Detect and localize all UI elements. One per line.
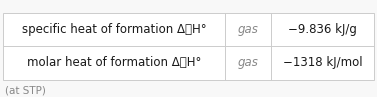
Text: specific heat of formation Δ₟H°: specific heat of formation Δ₟H° bbox=[22, 23, 207, 36]
Text: −9.836 kJ/g: −9.836 kJ/g bbox=[288, 23, 357, 36]
Bar bbox=[3, 13, 374, 46]
Text: −1318 kJ/mol: −1318 kJ/mol bbox=[282, 56, 362, 69]
Text: gas: gas bbox=[238, 23, 259, 36]
Bar bbox=[3, 46, 374, 80]
Text: molar heat of formation Δ₟H°: molar heat of formation Δ₟H° bbox=[27, 56, 201, 69]
Text: gas: gas bbox=[238, 56, 259, 69]
Bar bbox=[3, 13, 374, 80]
Text: (at STP): (at STP) bbox=[5, 85, 46, 95]
